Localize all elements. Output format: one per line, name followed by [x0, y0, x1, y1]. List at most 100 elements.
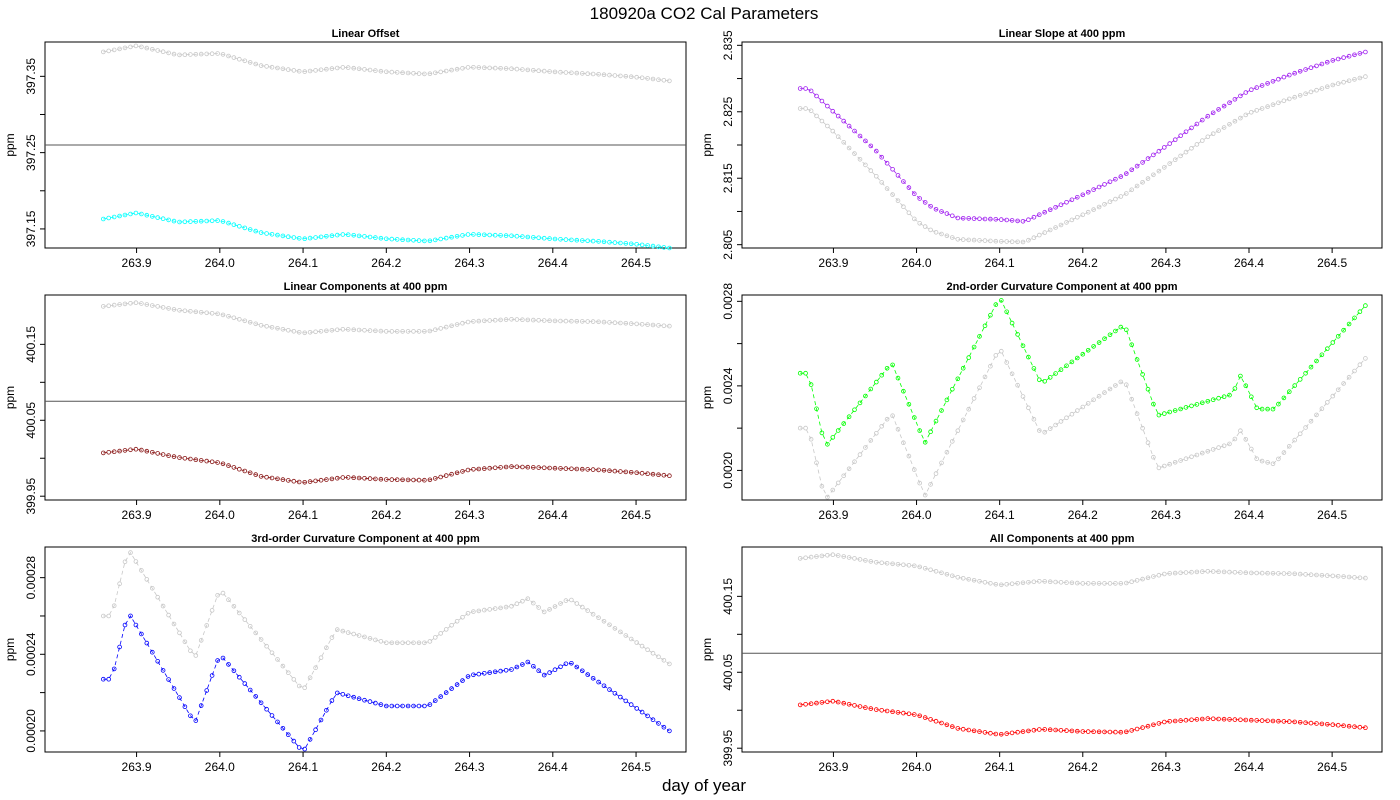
data-point [1031, 366, 1037, 371]
data-point [460, 469, 465, 474]
data-point [536, 235, 541, 241]
plot-frame [741, 546, 1383, 753]
data-point [944, 449, 950, 455]
data-point [879, 423, 884, 429]
data-point [237, 674, 242, 680]
data-point [928, 567, 933, 573]
data-point [106, 303, 111, 309]
data-point [296, 329, 302, 335]
data-point [536, 317, 541, 323]
data-point [901, 562, 906, 568]
data-point [139, 211, 144, 217]
data-point [1276, 718, 1281, 724]
data-point [117, 46, 122, 52]
data-point [1308, 89, 1314, 95]
data-point [590, 675, 596, 681]
data-point [133, 446, 139, 452]
data-point [242, 681, 248, 686]
data-point [1058, 367, 1064, 373]
data-point [1243, 437, 1249, 442]
data-point [351, 65, 357, 71]
data-point [1004, 731, 1009, 736]
data-point [1297, 69, 1303, 74]
data-point [471, 319, 476, 324]
data-point [231, 668, 237, 674]
data-point [1134, 726, 1140, 732]
y-tick-label: 397.35 [24, 58, 38, 95]
data-point [471, 672, 476, 678]
data-point [117, 213, 122, 219]
x-axis-label: day of year [662, 776, 746, 795]
data-point [242, 468, 248, 474]
data-point [1178, 570, 1183, 576]
data-point [1341, 723, 1346, 728]
data-point [857, 452, 863, 457]
data-point [1080, 351, 1086, 357]
data-point [313, 235, 318, 240]
data-point [569, 237, 574, 243]
data-point [955, 726, 961, 731]
data-point [863, 393, 868, 399]
data-point [432, 327, 438, 333]
data-point [520, 234, 525, 239]
data-point [1113, 176, 1118, 182]
data-point [1216, 107, 1221, 112]
series-line [800, 299, 1366, 446]
data-point [438, 69, 444, 75]
data-point [835, 113, 841, 119]
data-point [101, 49, 106, 55]
x-tick-label: 264.1 [288, 508, 318, 522]
data-point [356, 696, 362, 701]
y-tick-label: 0.00024 [24, 632, 38, 676]
data-point [405, 329, 411, 334]
data-point [917, 564, 922, 570]
data-point [1319, 721, 1325, 727]
data-point [383, 703, 389, 709]
data-point [264, 643, 269, 649]
data-point [530, 68, 536, 73]
data-point [661, 323, 667, 329]
data-point [623, 74, 629, 79]
data-point [639, 321, 645, 327]
data-point [509, 464, 514, 469]
data-point [1004, 217, 1009, 223]
data-point [1058, 727, 1064, 733]
data-point [247, 319, 253, 325]
data-point [1145, 575, 1151, 581]
data-point [797, 425, 803, 431]
data-point [547, 670, 552, 675]
data-point [1232, 569, 1238, 575]
x-tick-label: 264.0 [205, 256, 235, 270]
data-point [1249, 87, 1254, 92]
data-point [242, 58, 248, 64]
y-axis-label: ppm [3, 638, 17, 661]
series-2 [797, 49, 1368, 224]
data-point [955, 215, 961, 221]
data-point [634, 321, 639, 327]
data-point [226, 313, 231, 319]
data-point [1140, 372, 1145, 377]
data-point [1124, 729, 1129, 735]
data-point [1124, 580, 1129, 586]
data-point [492, 669, 498, 675]
data-point [405, 237, 411, 243]
data-point [1026, 217, 1031, 223]
data-point [133, 300, 139, 306]
data-point [1145, 386, 1151, 392]
data-point [830, 128, 836, 134]
data-point [1037, 232, 1042, 238]
data-point [1069, 580, 1075, 586]
data-point [280, 326, 286, 332]
data-point [1330, 722, 1336, 727]
data-point [852, 407, 857, 413]
data-point [808, 382, 814, 387]
data-point [977, 578, 982, 584]
data-point [993, 731, 999, 737]
data-point [803, 370, 808, 376]
data-point [1205, 134, 1211, 140]
data-point [585, 608, 590, 613]
data-point [1227, 392, 1232, 398]
data-point [509, 316, 514, 322]
data-point [906, 562, 912, 568]
data-point [204, 51, 210, 57]
